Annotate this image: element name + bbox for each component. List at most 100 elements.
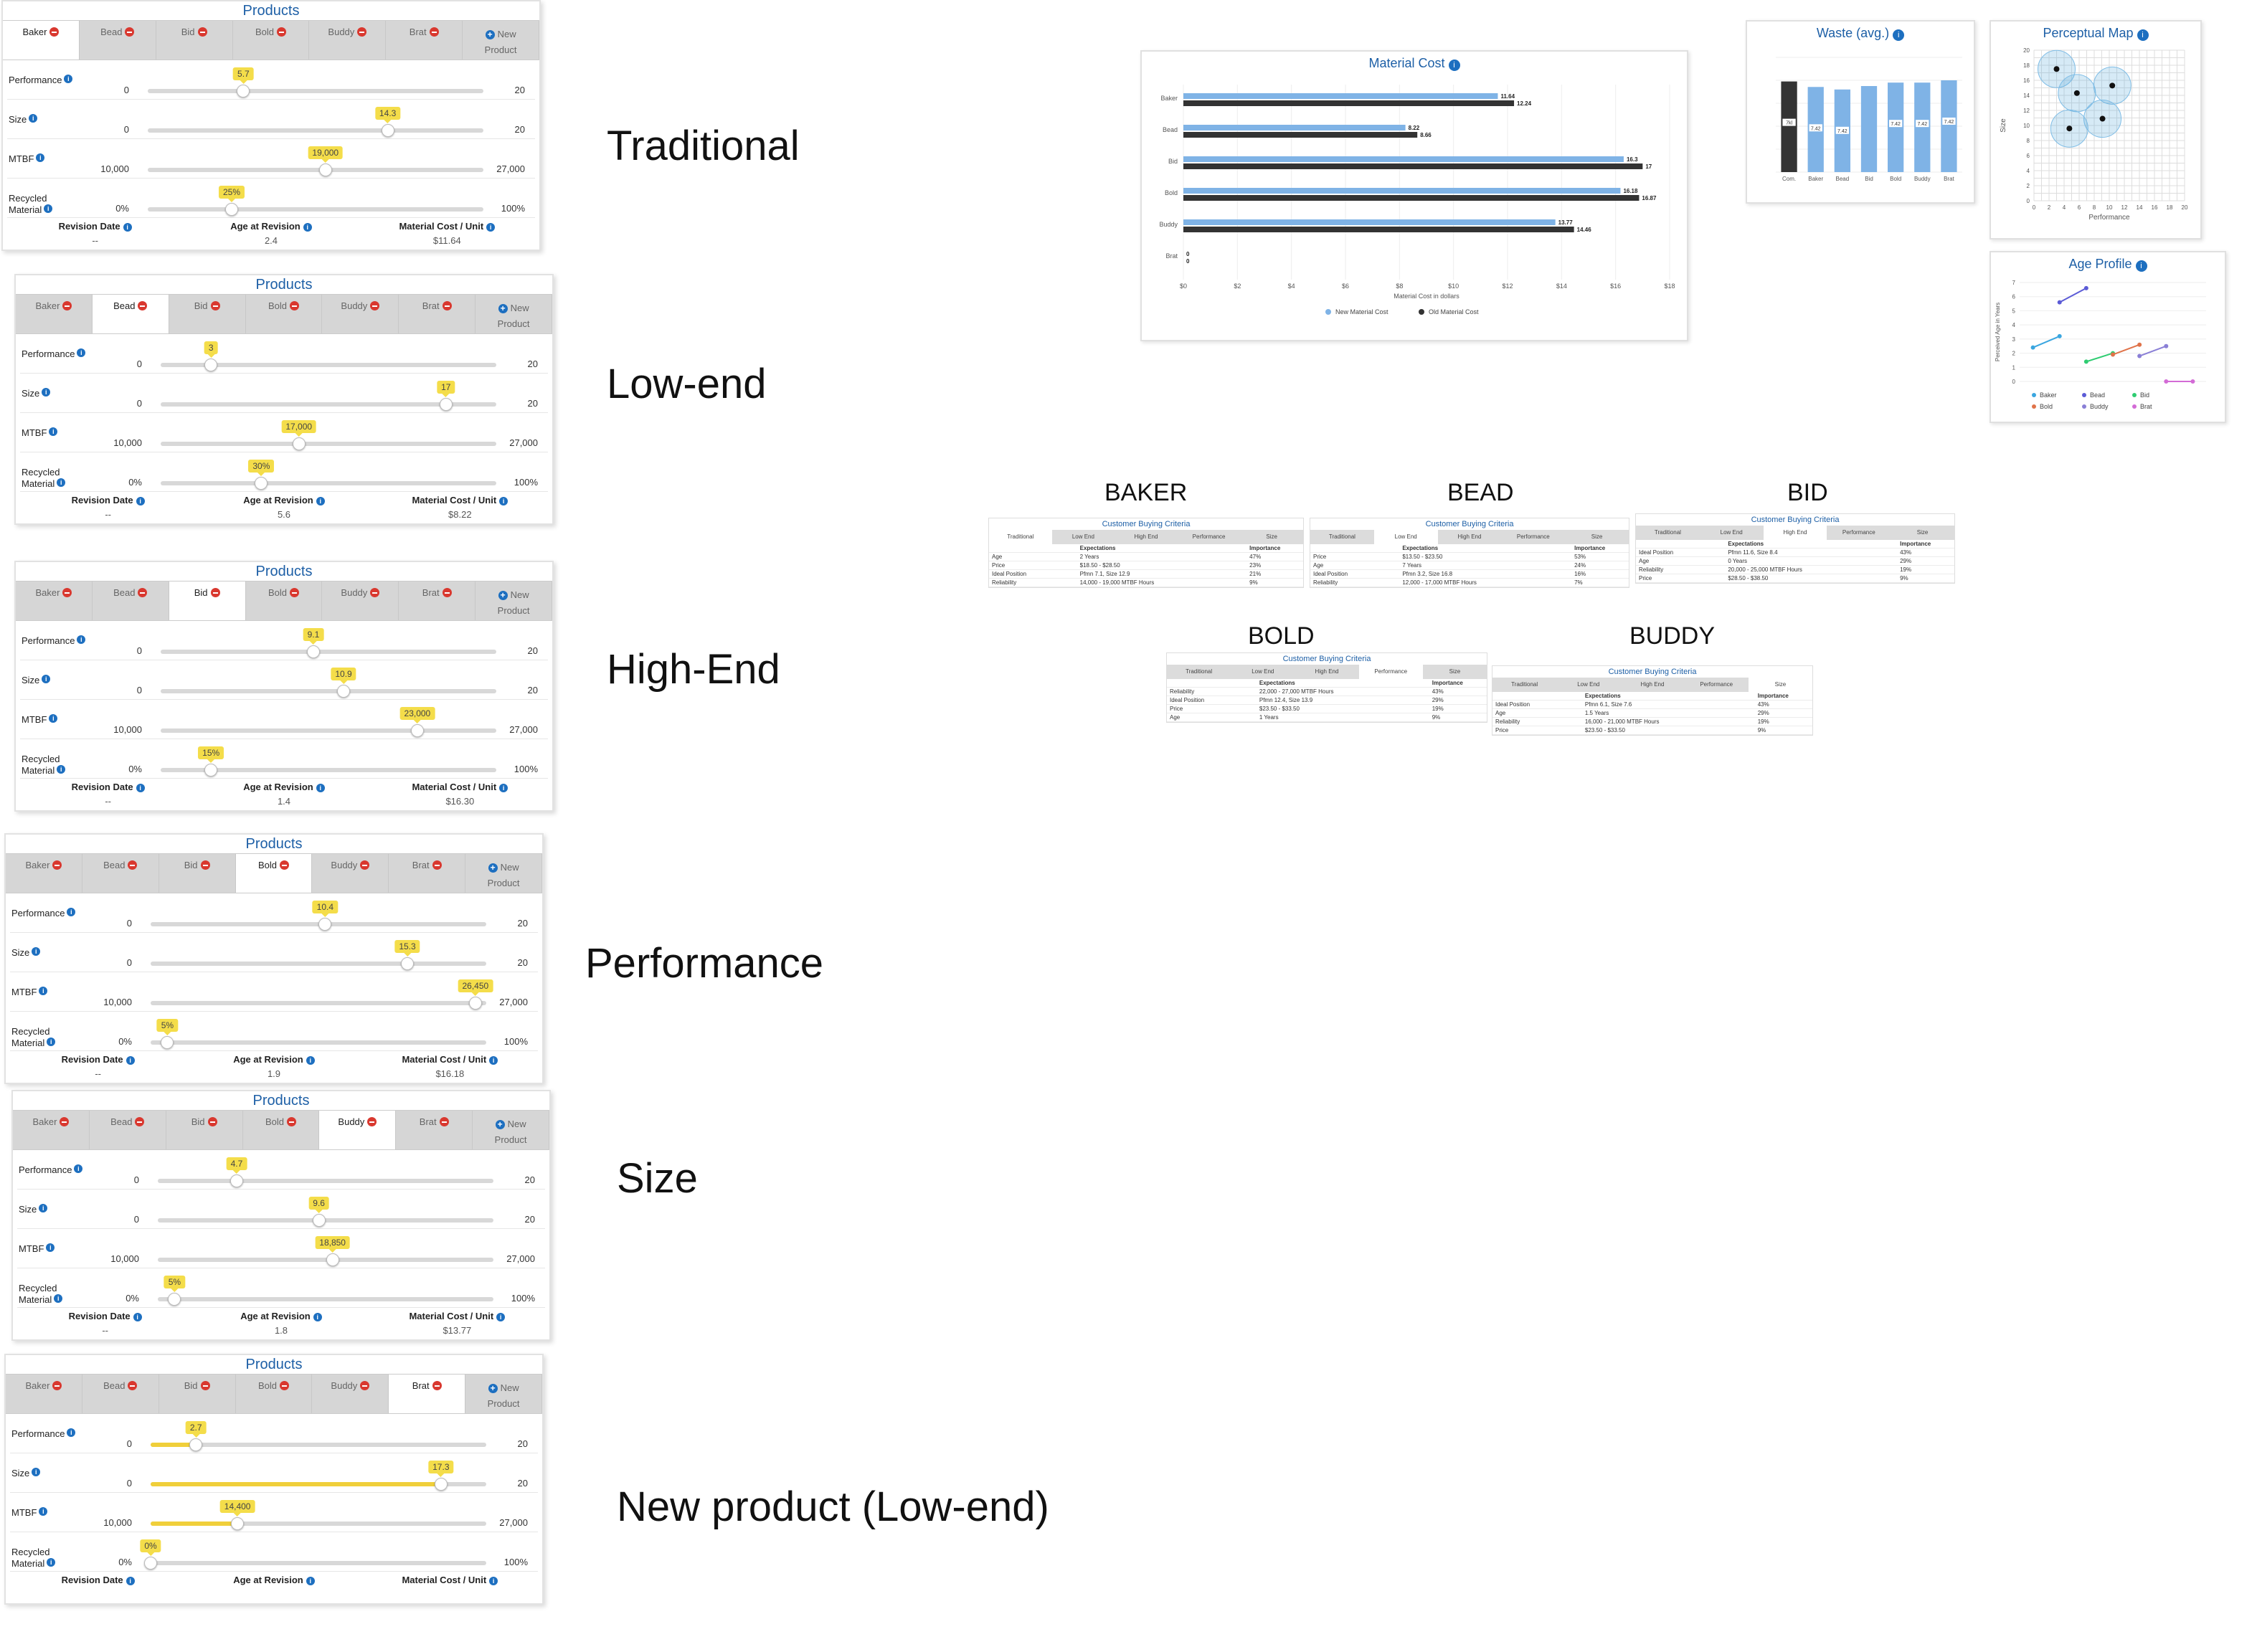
tab-bead[interactable]: Bead bbox=[82, 854, 159, 893]
info-icon[interactable]: i bbox=[39, 987, 48, 995]
criteria-tab[interactable]: Performance bbox=[1842, 529, 1875, 536]
criteria-tab[interactable]: Low End bbox=[1252, 668, 1274, 675]
criteria-tab[interactable]: Low End bbox=[1373, 530, 1438, 544]
remove-icon[interactable] bbox=[290, 588, 300, 597]
tab-baker[interactable]: Baker bbox=[16, 581, 93, 620]
slider-handle[interactable] bbox=[318, 163, 332, 176]
tab-buddy[interactable]: Buddy bbox=[322, 581, 399, 620]
recycled-slider[interactable]: 25% bbox=[148, 186, 483, 216]
slider-handle[interactable] bbox=[144, 1557, 157, 1570]
slider-handle[interactable] bbox=[326, 1253, 339, 1266]
info-icon[interactable]: i bbox=[57, 765, 66, 774]
new-product-tab[interactable]: + New Product bbox=[463, 21, 540, 60]
info-icon[interactable]: i bbox=[2135, 260, 2147, 272]
tab-bead[interactable]: Bead bbox=[90, 1111, 166, 1149]
info-icon[interactable]: i bbox=[32, 947, 41, 956]
remove-icon[interactable] bbox=[432, 860, 442, 870]
info-icon[interactable]: i bbox=[47, 1558, 56, 1567]
remove-icon[interactable] bbox=[52, 860, 62, 870]
criteria-tab[interactable]: Low End bbox=[1720, 529, 1743, 536]
slider-handle[interactable] bbox=[292, 437, 306, 450]
criteria-tab[interactable]: Size bbox=[1449, 668, 1461, 675]
remove-icon[interactable] bbox=[287, 1117, 297, 1126]
recycled-slider[interactable]: 15% bbox=[161, 746, 496, 777]
mtbf-slider[interactable]: 17,000 bbox=[161, 420, 496, 450]
info-icon[interactable]: i bbox=[77, 348, 86, 357]
info-icon[interactable]: i bbox=[47, 1038, 56, 1046]
remove-icon[interactable] bbox=[49, 27, 60, 37]
info-icon[interactable]: i bbox=[123, 223, 132, 232]
info-icon[interactable]: i bbox=[64, 75, 73, 83]
remove-icon[interactable] bbox=[128, 1381, 138, 1390]
tab-baker[interactable]: Baker bbox=[6, 1375, 82, 1413]
tab-brat[interactable]: Brat bbox=[386, 21, 463, 60]
new-product-tab[interactable]: + New Product bbox=[476, 295, 553, 333]
tab-bid[interactable]: Bid bbox=[169, 295, 246, 333]
product-point[interactable] bbox=[2053, 66, 2060, 72]
tab-bold[interactable]: Bold bbox=[235, 854, 313, 893]
info-icon[interactable]: i bbox=[39, 1507, 48, 1516]
criteria-tab[interactable]: Low End bbox=[1577, 681, 1600, 688]
tab-brat[interactable]: Brat bbox=[389, 854, 466, 893]
criteria-tab[interactable]: High End bbox=[1315, 668, 1339, 675]
info-icon[interactable]: i bbox=[46, 1243, 55, 1252]
remove-icon[interactable] bbox=[200, 860, 210, 870]
tab-brat[interactable]: Brat bbox=[399, 295, 476, 333]
performance-slider[interactable]: 2.7 bbox=[151, 1421, 486, 1451]
info-icon[interactable]: i bbox=[39, 1204, 48, 1212]
info-icon[interactable]: i bbox=[29, 114, 38, 123]
recycled-slider[interactable]: 5% bbox=[158, 1276, 493, 1306]
tab-bid[interactable]: Bid bbox=[169, 581, 246, 620]
recycled-slider[interactable]: 0% bbox=[140, 1539, 486, 1570]
info-icon[interactable]: i bbox=[42, 675, 51, 683]
tab-bead[interactable]: Bead bbox=[82, 1375, 159, 1413]
remove-icon[interactable] bbox=[197, 27, 207, 37]
new-product-tab[interactable]: + New Product bbox=[476, 581, 553, 620]
remove-icon[interactable] bbox=[128, 860, 138, 870]
info-icon[interactable]: i bbox=[32, 1468, 41, 1476]
new-product-tab[interactable]: + New Product bbox=[465, 1375, 543, 1413]
performance-slider[interactable]: 3 bbox=[161, 341, 496, 371]
criteria-tab[interactable]: Low End bbox=[1071, 533, 1094, 540]
info-icon[interactable]: i bbox=[36, 153, 45, 162]
slider-handle[interactable] bbox=[312, 1214, 326, 1227]
criteria-tab[interactable]: Traditional bbox=[989, 530, 1052, 544]
size-slider[interactable]: 10.9 bbox=[161, 668, 496, 698]
product-point[interactable] bbox=[2099, 115, 2106, 122]
size-slider[interactable]: 14.3 bbox=[148, 107, 483, 137]
criteria-tab[interactable]: Traditional bbox=[1328, 533, 1356, 540]
tab-bold[interactable]: Bold bbox=[246, 295, 323, 333]
slider-handle[interactable] bbox=[337, 685, 351, 698]
info-icon[interactable]: i bbox=[306, 1577, 315, 1585]
slider-handle[interactable] bbox=[161, 1036, 174, 1049]
remove-icon[interactable] bbox=[290, 301, 300, 310]
criteria-tab[interactable]: Traditional bbox=[1511, 681, 1538, 688]
criteria-tab[interactable]: Performance bbox=[1358, 665, 1423, 679]
tab-baker[interactable]: Baker bbox=[16, 295, 93, 333]
info-icon[interactable]: i bbox=[136, 497, 145, 505]
recycled-slider[interactable]: 30% bbox=[161, 460, 496, 490]
new-product-tab[interactable]: + New Product bbox=[465, 854, 543, 893]
slider-handle[interactable] bbox=[225, 203, 238, 216]
slider-handle[interactable] bbox=[439, 398, 453, 411]
criteria-tab[interactable]: Size bbox=[1748, 678, 1813, 692]
performance-slider[interactable]: 10.4 bbox=[151, 901, 486, 931]
tab-bold[interactable]: Bold bbox=[243, 1111, 320, 1149]
tab-baker[interactable]: Baker bbox=[3, 21, 80, 60]
tab-bold[interactable]: Bold bbox=[233, 21, 310, 60]
info-icon[interactable]: i bbox=[67, 1428, 76, 1437]
slider-handle[interactable] bbox=[434, 1478, 448, 1491]
remove-icon[interactable] bbox=[439, 1117, 449, 1126]
info-icon[interactable]: i bbox=[136, 784, 145, 792]
tab-bold[interactable]: Bold bbox=[246, 581, 323, 620]
slider-handle[interactable] bbox=[468, 997, 482, 1010]
criteria-tab[interactable]: High End bbox=[1457, 533, 1482, 540]
slider-handle[interactable] bbox=[381, 124, 394, 137]
product-point[interactable] bbox=[2073, 90, 2080, 96]
criteria-tab[interactable]: Performance bbox=[1700, 681, 1733, 688]
mtbf-slider[interactable]: 18,850 bbox=[158, 1236, 493, 1266]
remove-icon[interactable] bbox=[432, 1381, 442, 1390]
remove-icon[interactable] bbox=[442, 588, 452, 597]
criteria-tab[interactable]: Traditional bbox=[1186, 668, 1213, 675]
slider-handle[interactable] bbox=[230, 1174, 243, 1187]
